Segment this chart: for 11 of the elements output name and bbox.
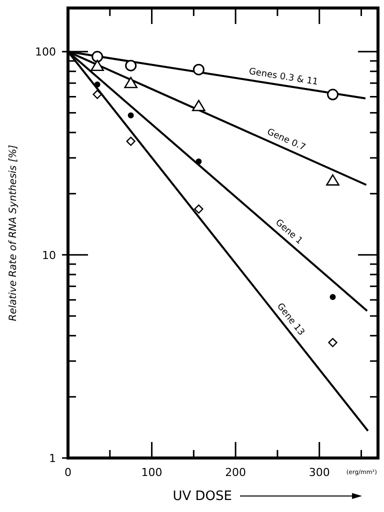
y-tick-label: 10 bbox=[42, 248, 56, 262]
text: Gene 0.7 bbox=[265, 127, 307, 154]
x-tick-label: 100 bbox=[141, 466, 162, 479]
x-tick-label: 200 bbox=[225, 466, 246, 479]
x-tick-label: 300 bbox=[308, 466, 330, 479]
y-tick-label: 1 bbox=[49, 452, 56, 465]
x-tick-label: 0 bbox=[64, 466, 72, 479]
y-axis-title: Relative Rate of RNA Synthesis [%] bbox=[8, 144, 19, 322]
x-axis-title: UV DOSE bbox=[172, 489, 232, 504]
text: Genes 0.3 & 11 bbox=[248, 67, 319, 88]
y-tick-label: 100 bbox=[35, 46, 56, 59]
